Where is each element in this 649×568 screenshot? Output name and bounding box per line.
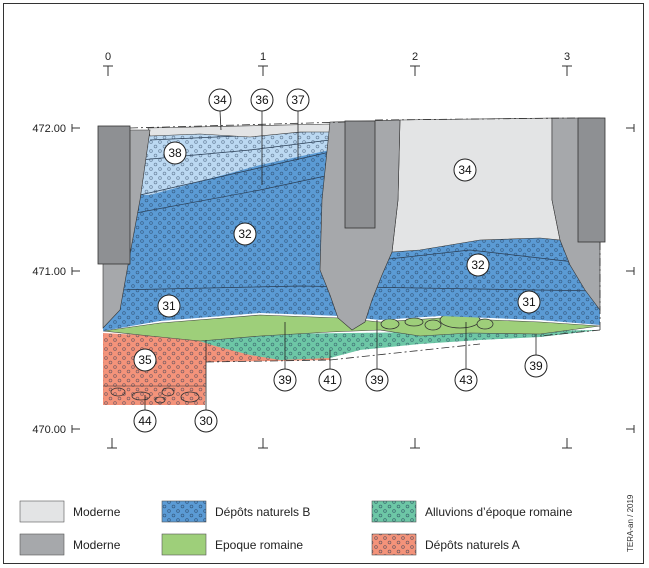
legend-item-depots-a: Dépôts naturels A (371, 533, 520, 556)
label-30: 30 (194, 409, 218, 433)
label-43: 43 (454, 368, 478, 392)
layer-34-modern-fill (391, 117, 561, 253)
legend-item-epoque-romaine: Epoque romaine (161, 533, 303, 556)
meter-axis-bottom (107, 438, 572, 449)
svg-text:Alluvions d’époque romaine: Alluvions d’époque romaine (425, 505, 573, 519)
elevation-label-471: 471.00 (32, 266, 66, 278)
svg-text:Moderne: Moderne (73, 538, 121, 552)
legend: Moderne Moderne Dépôts naturels B Epoque… (19, 500, 573, 556)
meter-label-1: 1 (260, 51, 266, 63)
wall-center (344, 120, 376, 229)
label-41: 41 (318, 368, 342, 392)
svg-text:34: 34 (458, 163, 472, 177)
svg-text:44: 44 (138, 414, 152, 428)
svg-text:37: 37 (291, 93, 305, 107)
label-32-right: 32 (466, 253, 490, 277)
label-34-modern: 34 (453, 158, 477, 182)
meter-label-2: 2 (412, 51, 418, 63)
legend-item-moderne-light: Moderne (19, 500, 121, 523)
label-32-left: 32 (233, 222, 257, 246)
label-39-b: 39 (365, 368, 389, 392)
svg-text:36: 36 (255, 93, 269, 107)
svg-text:39: 39 (278, 373, 292, 387)
meter-axis-top (103, 65, 572, 76)
svg-text:34: 34 (213, 93, 227, 107)
label-36: 36 (250, 88, 274, 112)
svg-text:41: 41 (323, 373, 337, 387)
svg-text:39: 39 (529, 359, 543, 373)
legend-item-alluvions: Alluvions d’époque romaine (371, 500, 573, 523)
label-34-top: 34 (208, 88, 232, 112)
svg-text:30: 30 (199, 414, 213, 428)
svg-text:39: 39 (370, 373, 384, 387)
svg-text:35: 35 (138, 353, 152, 367)
svg-text:Moderne: Moderne (73, 505, 121, 519)
elevation-axis-right (626, 124, 635, 433)
svg-text:32: 32 (238, 227, 252, 241)
label-37: 37 (286, 88, 310, 112)
label-39-a: 39 (273, 368, 297, 392)
svg-text:31: 31 (162, 299, 176, 313)
meter-label-3: 3 (564, 51, 570, 63)
layer-labels: 34 36 37 38 34 32 32 31 31 35 44 30 39 4… (133, 88, 548, 433)
svg-text:Dépôts naturels A: Dépôts naturels A (425, 538, 520, 552)
credit: TERA-an / 2019 (626, 494, 635, 552)
elevation-label-470: 470.00 (32, 424, 66, 436)
svg-text:38: 38 (168, 146, 182, 160)
label-38: 38 (163, 141, 187, 165)
label-44: 44 (133, 409, 157, 433)
section-limit-lines (129, 117, 601, 363)
svg-text:31: 31 (522, 295, 536, 309)
layer-44-stones (110, 387, 200, 404)
svg-text:32: 32 (471, 258, 485, 272)
meter-label-0: 0 (105, 51, 111, 63)
wall-left (97, 125, 131, 265)
label-31-right: 31 (517, 290, 541, 314)
label-35: 35 (133, 348, 157, 372)
elevation-axis-left (71, 124, 80, 433)
svg-text:Dépôts naturels B: Dépôts naturels B (215, 505, 310, 519)
legend-item-depots-b: Dépôts naturels B (161, 500, 310, 523)
svg-text:43: 43 (459, 373, 473, 387)
legend-item-moderne-dark: Moderne (19, 533, 121, 556)
label-39-c: 39 (524, 354, 548, 378)
wall-right (577, 117, 606, 243)
label-31-left: 31 (157, 294, 181, 318)
elevation-label-472: 472.00 (32, 123, 66, 135)
svg-text:Epoque romaine: Epoque romaine (215, 538, 303, 552)
